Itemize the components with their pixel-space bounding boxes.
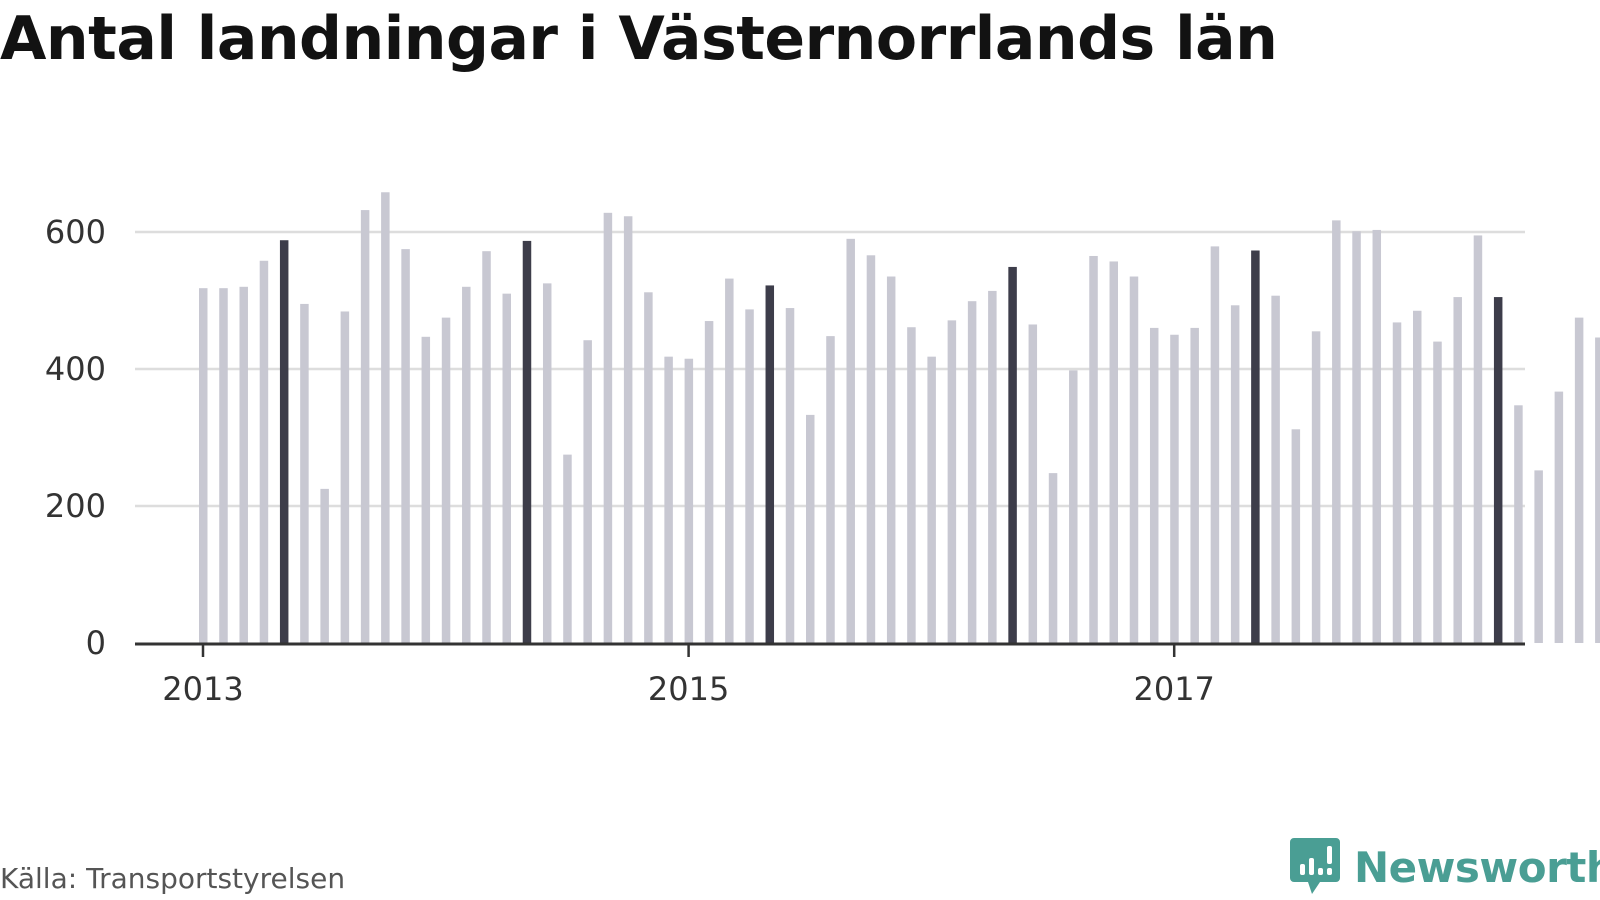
bar [1170,334,1179,643]
bar [259,260,269,643]
bar [623,216,633,643]
bar [462,286,471,643]
source-note: Källa: Transportstyrelsen [0,862,346,895]
bar [1190,327,1199,643]
bar [664,356,673,643]
x-tick-label: 2013 [162,670,243,708]
bar [684,358,694,643]
bar [1392,322,1402,643]
bar [1372,229,1382,643]
bar [1028,324,1038,643]
bar [199,288,208,643]
bar [1413,310,1422,643]
bar [1595,337,1600,643]
x-axis-ticks: 201320152017201920212023 [162,645,1215,708]
bar [907,327,916,643]
bar [563,454,572,643]
bar [320,488,329,643]
bar [583,340,592,643]
bar [988,290,997,643]
bar [644,292,653,643]
bar [1493,297,1503,643]
bar [866,255,876,644]
bar [340,311,350,643]
bar [947,320,957,643]
y-tick-label: 600 [45,213,106,251]
bar [1534,470,1543,643]
bar [441,317,451,643]
bar [502,293,511,643]
bar [704,321,714,643]
bar [1433,341,1442,643]
brand-logo: Newsworthy [1290,838,1600,896]
bar [401,249,410,643]
bar [1089,255,1098,643]
bar [806,414,815,643]
bar [1149,327,1159,643]
bar [1048,473,1058,643]
y-tick-label: 200 [45,487,106,525]
brand-name: Newsworthy [1354,842,1600,892]
bar [1473,235,1483,644]
bar [745,309,754,643]
bars [199,192,1600,644]
bar [927,356,936,643]
bar [1311,331,1321,643]
bar [967,301,977,643]
bar [300,303,309,643]
bar [846,238,855,643]
bar [1574,317,1584,643]
bar [360,210,370,643]
bar [421,336,431,643]
chart-title: Antal landningar i Västernorrlands län [0,4,1278,74]
bar [1210,246,1220,643]
y-tick-label: 400 [45,350,106,388]
bar [1453,297,1462,643]
bar [1332,220,1341,644]
x-tick-label: 2015 [648,670,729,708]
bar [1352,231,1361,643]
bar [482,251,491,643]
bar [542,283,552,643]
bar [219,288,228,643]
bar [1129,276,1139,643]
bar [1271,295,1280,643]
bar [1230,305,1240,643]
y-tick-label: 0 [86,624,106,662]
y-axis-ticks: 0 200 400 600 [45,213,106,662]
bar [1554,391,1564,643]
bar [279,240,289,643]
bar [381,192,390,643]
bar [1291,429,1301,643]
x-tick-label: 2017 [1133,670,1214,708]
bar [725,278,734,643]
bar [1109,261,1118,643]
bar [1514,405,1523,643]
bar [785,308,795,643]
bar [239,286,248,643]
bar [522,240,532,643]
newsworthy-chart-icon [1290,838,1340,894]
bar [1008,266,1017,643]
bar [1069,370,1078,643]
bar [826,336,835,643]
bar [603,212,613,643]
bar [1251,250,1260,643]
bar [886,276,896,643]
bar [765,285,775,643]
